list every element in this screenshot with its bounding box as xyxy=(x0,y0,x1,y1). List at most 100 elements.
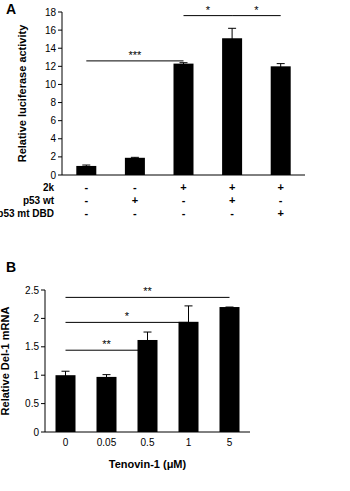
significance-label: * xyxy=(206,4,211,16)
table-cell: - xyxy=(230,207,234,219)
y-tick-label: 16 xyxy=(45,25,57,36)
table-cell: - xyxy=(133,181,137,193)
table-cell: + xyxy=(229,194,235,206)
y-axis xyxy=(45,290,46,432)
bar xyxy=(97,377,117,432)
table-row-label: p53 wt xyxy=(23,195,55,206)
panel-label: A xyxy=(6,1,16,17)
table-cell: - xyxy=(84,207,88,219)
y-tick-label: 0.5 xyxy=(25,398,39,409)
bar xyxy=(76,166,96,175)
figure: A024681012141618Relative luciferase acti… xyxy=(0,0,350,491)
table-cell: - xyxy=(279,194,283,206)
error-bar xyxy=(62,371,70,379)
error-cap xyxy=(226,307,234,308)
y-tick-label: 0 xyxy=(50,170,56,181)
error-line xyxy=(106,375,107,380)
y-tick-label: 18 xyxy=(45,7,57,18)
y-tick-label: 1 xyxy=(33,370,39,381)
y-tick-label: 10 xyxy=(45,79,57,90)
error-bar xyxy=(277,64,285,69)
y-tick xyxy=(58,156,62,157)
y-tick xyxy=(58,175,62,176)
y-tick xyxy=(41,290,45,291)
y-tick-label: 1.5 xyxy=(25,341,39,352)
bar xyxy=(174,64,194,175)
marks xyxy=(76,28,290,175)
x-tick-label: 0.5 xyxy=(141,437,155,448)
y-tick xyxy=(41,346,45,347)
table-cell: - xyxy=(84,194,88,206)
y-tick-label: 0 xyxy=(33,427,39,438)
table-cell: - xyxy=(182,207,186,219)
significance-label: * xyxy=(254,4,259,16)
y-axis xyxy=(62,12,63,175)
table-cell: + xyxy=(180,181,186,193)
bar xyxy=(220,307,240,432)
error-line xyxy=(188,306,189,338)
significance-label: *** xyxy=(128,49,142,61)
table-row-label: 2k xyxy=(43,182,55,193)
table-cell: - xyxy=(133,207,137,219)
y-tick xyxy=(41,318,45,319)
panel: B00.511.522.500.050.515Relative Del-1 mR… xyxy=(0,259,250,470)
error-cap xyxy=(277,63,285,64)
y-tick xyxy=(58,48,62,49)
error-bar xyxy=(228,28,236,48)
y-tick xyxy=(58,84,62,85)
x-axis xyxy=(62,175,305,176)
table-cell: + xyxy=(132,194,138,206)
y-tick-label: 2 xyxy=(50,151,56,162)
error-cap xyxy=(228,28,236,29)
table-cell: + xyxy=(277,207,283,219)
error-cap xyxy=(103,374,111,375)
significance-label: ** xyxy=(102,338,111,350)
significance-label: ** xyxy=(143,285,152,297)
x-tick-label: 1 xyxy=(186,437,192,448)
error-cap xyxy=(82,165,90,166)
table-row-label: p53 mt DBD xyxy=(0,208,54,219)
y-tick-label: 14 xyxy=(45,43,57,54)
marks xyxy=(56,306,240,432)
bar xyxy=(56,375,76,432)
error-line xyxy=(147,332,148,348)
error-bar xyxy=(103,375,111,380)
error-cap xyxy=(62,371,70,372)
error-line xyxy=(232,28,233,48)
y-tick-label: 8 xyxy=(50,97,56,108)
y-axis-label: Relative Del-1 mRNA xyxy=(0,307,11,416)
y-axis-label: Relative luciferase activity xyxy=(16,24,28,162)
error-cap xyxy=(144,332,152,333)
significance-label: * xyxy=(125,310,130,322)
error-cap xyxy=(185,305,193,306)
y-tick xyxy=(58,138,62,139)
y-tick-label: 4 xyxy=(50,133,56,144)
table-cell: + xyxy=(277,181,283,193)
x-tick-label: 5 xyxy=(227,437,233,448)
error-line xyxy=(280,64,281,69)
x-axis xyxy=(45,432,250,433)
error-cap xyxy=(131,157,139,158)
bar xyxy=(125,158,145,175)
y-tick-label: 2 xyxy=(33,313,39,324)
y-tick-label: 2.5 xyxy=(25,285,39,296)
y-tick xyxy=(58,102,62,103)
y-tick xyxy=(58,12,62,13)
error-line xyxy=(65,371,66,379)
error-bar xyxy=(185,306,193,338)
y-tick xyxy=(58,66,62,67)
x-axis-label: Tenovin-1 (μM) xyxy=(109,458,187,470)
table-cell: - xyxy=(84,181,88,193)
panel-label: B xyxy=(6,259,16,275)
error-bar xyxy=(131,157,139,159)
bar xyxy=(271,66,291,175)
y-tick xyxy=(41,375,45,376)
x-tick-label: 0.05 xyxy=(97,437,117,448)
error-bar xyxy=(82,165,90,167)
y-tick-label: 6 xyxy=(50,115,56,126)
bar xyxy=(179,322,199,432)
bar xyxy=(138,340,158,432)
error-bar xyxy=(180,63,188,65)
error-bar xyxy=(144,332,152,348)
y-tick xyxy=(41,403,45,404)
